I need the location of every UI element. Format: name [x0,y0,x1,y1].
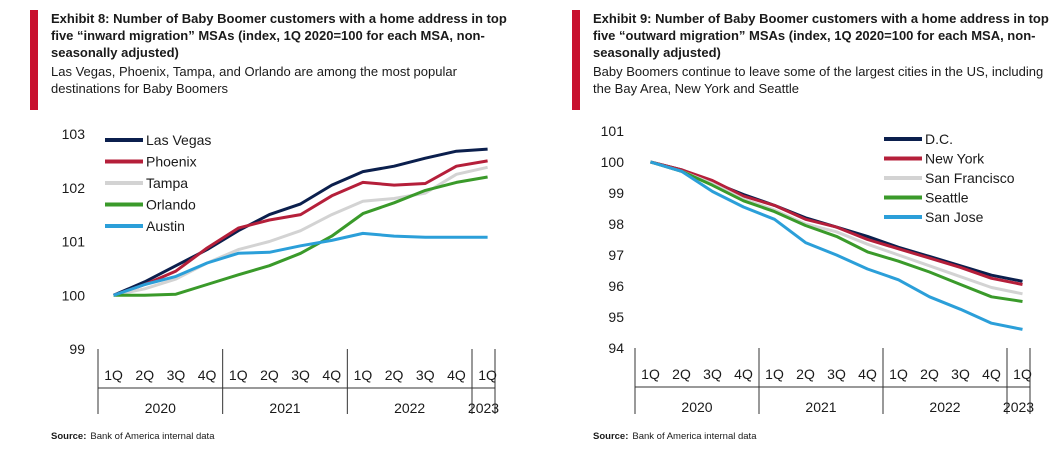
y-tick-label: 98 [608,216,624,232]
y-tick-label: 101 [601,123,625,139]
y-tick-label: 95 [608,309,624,325]
source-note: Source: Bank of America internal data [593,431,756,442]
series-line-orlando [113,175,488,297]
quarter-label: 4Q [322,367,341,383]
exhibit-subtitle: Baby Boomers continue to leave some of t… [593,64,1044,96]
quarter-label: 1Q [478,367,497,383]
y-tick-label: 99 [69,341,85,357]
quarter-label: 3Q [291,367,310,383]
series-line-new-york [650,160,1023,286]
inward-migration-chart: 99 100 101 102 103 2020 2021 2022 2023 1Q 2Q 3Q 4Q 1Q… [62,126,500,416]
year-label: 2021 [805,399,836,415]
series-line-austin [113,231,488,297]
year-label: 2021 [269,400,300,416]
year-label: 2022 [929,399,960,415]
source-label: Source: [593,431,629,442]
quarter-label: 1Q [889,366,908,382]
y-tick-label: 102 [62,180,86,196]
series-line-san-jose [650,160,1023,331]
source-note: Source: Bank of America internal data [51,431,214,442]
y-tick-label: 100 [62,287,86,303]
quarter-label: 2Q [135,367,154,383]
legend-label: Tampa [146,175,188,191]
legend-label: Seattle [925,190,969,206]
year-label: 2020 [681,399,712,415]
series-line-seattle [650,160,1023,303]
source-label: Source: [51,431,87,442]
series-line-tampa [113,165,488,297]
quarter-label: 1Q [229,367,248,383]
exhibit-title: Exhibit 8: Number of Baby Boomer custome… [51,11,507,60]
quarter-label: 2Q [796,366,815,382]
outward-migration-chart: 94 95 96 97 98 99 100 101 2020 2021 2022 2023 1Q 2Q 3Q… [601,123,1035,415]
exhibit-subtitle: Las Vegas, Phoenix, Tampa, and Orlando a… [51,64,457,96]
y-tick-label: 100 [601,154,625,170]
y-tick-label: 103 [62,126,86,142]
y-tick-label: 94 [608,340,624,356]
series-line-phoenix [113,159,488,297]
quarter-label: 4Q [198,367,217,383]
quarter-label: 1Q [765,366,784,382]
legend-label: New York [925,151,985,167]
quarter-label: 1Q [641,366,660,382]
y-tick-label: 101 [62,234,86,250]
legend-label: Austin [146,218,185,234]
year-label: 2020 [145,400,176,416]
source-text: Bank of America internal data [90,431,215,442]
legend-label: San Jose [925,209,984,225]
quarter-label: 3Q [416,367,435,383]
quarter-label: 3Q [951,366,970,382]
source-text: Bank of America internal data [632,431,757,442]
quarter-label: 2Q [385,367,404,383]
exhibit-title: Exhibit 9: Number of Baby Boomer custome… [593,11,1049,60]
quarter-label: 3Q [827,366,846,382]
quarter-label: 2Q [672,366,691,382]
quarter-label: 4Q [982,366,1001,382]
quarter-label: 4Q [858,366,877,382]
quarter-label: 1Q [1013,366,1032,382]
legend-label: San Francisco [925,170,1015,186]
accent-bar [572,10,580,110]
quarter-label: 2Q [920,366,939,382]
quarter-label: 3Q [703,366,722,382]
y-tick-label: 96 [608,278,624,294]
legend-label: Phoenix [146,154,197,170]
y-tick-label: 99 [608,185,624,201]
year-label: 2023 [468,400,499,416]
year-label: 2022 [394,400,425,416]
quarter-label: 1Q [104,367,123,383]
legend-label: D.C. [925,131,953,147]
exhibit-8: Exhibit 8: Number of Baby Boomer custome… [30,6,530,461]
accent-bar [30,10,38,110]
quarter-label: 4Q [447,367,466,383]
quarter-label: 1Q [354,367,373,383]
series-line-las-vegas [113,147,488,297]
quarter-label: 4Q [734,366,753,382]
exhibit-9: Exhibit 9: Number of Baby Boomer custome… [572,6,1053,461]
year-label: 2023 [1003,399,1034,415]
quarter-label: 2Q [260,367,279,383]
legend-label: Las Vegas [146,132,211,148]
quarter-label: 3Q [167,367,186,383]
y-tick-label: 97 [608,247,624,263]
legend-label: Orlando [146,197,196,213]
